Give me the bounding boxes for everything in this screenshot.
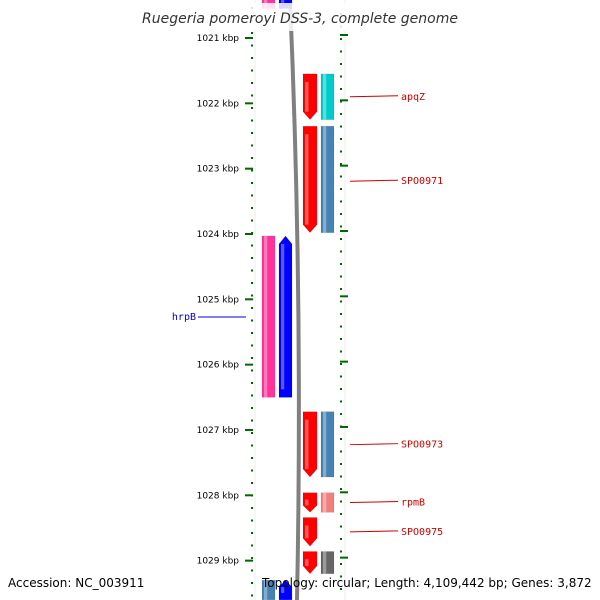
kbp-tick-label: 1023 kbp bbox=[197, 165, 240, 175]
kbp-tick-label: 1029 kbp bbox=[197, 557, 240, 567]
gene-apqz-outer-block bbox=[320, 73, 335, 120]
kbp-tick-label: 1026 kbp bbox=[197, 361, 240, 371]
gene-rpmb-label-line bbox=[349, 500, 399, 503]
gene-rpmb-outer-block-shine bbox=[323, 492, 327, 513]
gene-hrpb-arrow-shine bbox=[281, 243, 285, 390]
gene-unnamed-7-outer-block bbox=[320, 551, 335, 574]
gene-unnamed-8-arrow-shine bbox=[281, 587, 285, 593]
gene-unnamed-7-arrow-shine bbox=[305, 559, 309, 566]
gene-apqz-label: apqZ bbox=[401, 92, 425, 103]
gene-spo0975-arrow bbox=[302, 517, 318, 547]
gene-spo0971-outer-block bbox=[320, 125, 335, 233]
gene-spo0973-outer-block-shine bbox=[323, 411, 327, 478]
page-title: Ruegeria pomeroyi DSS-3, complete genome bbox=[142, 11, 458, 27]
gene-apqz-arrow-shine bbox=[305, 81, 309, 112]
gene-rpmb-label: rpmB bbox=[401, 497, 425, 508]
gene-unnamed-7-outer-block-shine bbox=[323, 551, 327, 574]
accession-text: Accession: NC_003911 bbox=[8, 576, 144, 590]
gene-spo0973-arrow-shine bbox=[305, 419, 309, 470]
gene-spo0975-label: SPO0975 bbox=[401, 527, 443, 538]
kbp-tick-label: 1021 kbp bbox=[197, 34, 240, 44]
gene-spo0971-label-line bbox=[349, 179, 399, 182]
kbp-tick-label: 1025 kbp bbox=[197, 295, 240, 305]
kbp-tick-label: 1024 kbp bbox=[197, 230, 240, 240]
gene-spo0973-outer-block bbox=[320, 411, 335, 478]
gene-spo0975-arrow-shine bbox=[305, 525, 309, 539]
gene-unnamed-0-arrow-shine bbox=[281, 0, 285, 3]
gene-apqz-label-line bbox=[349, 95, 399, 98]
gene-apqz-outer-block-shine bbox=[323, 73, 327, 120]
title-backdrop bbox=[140, 3, 460, 31]
gene-spo0971-arrow-shine bbox=[305, 134, 309, 225]
gene-spo0971-outer-block-shine bbox=[323, 126, 327, 233]
gene-spo0973-label: SPO0973 bbox=[401, 440, 443, 451]
gene-hrpb-label: hrpB bbox=[172, 312, 196, 323]
gene-spo0973-arrow bbox=[302, 411, 318, 478]
gene-hrpb-inner-block bbox=[261, 235, 276, 398]
label-layer: apqZ SPO0971 hrpB SPO0973 rpmB SPO0975 bbox=[172, 92, 443, 538]
gene-apqz-arrow bbox=[302, 73, 318, 121]
kbp-tick-label: 1022 kbp bbox=[197, 99, 240, 109]
gene-hrpb-arrow bbox=[278, 235, 293, 398]
backbone-layer bbox=[288, 0, 301, 600]
kbp-tick-label: 1028 kbp bbox=[197, 491, 240, 501]
gene-spo0971-arrow bbox=[302, 125, 318, 234]
topology-text: Topology: circular; Length: 4,109,442 bp… bbox=[261, 576, 592, 590]
gene-rpmb-arrow bbox=[302, 492, 318, 513]
gene-unnamed-7-arrow bbox=[302, 551, 318, 575]
gene-hrpb-inner-block-shine bbox=[264, 235, 268, 398]
gene-spo0971-label: SPO0971 bbox=[401, 176, 443, 187]
gene-unnamed-8-inner-block-shine bbox=[264, 580, 268, 600]
backbone-arc bbox=[288, 0, 301, 600]
gene-unnamed-8-arrow bbox=[278, 579, 293, 600]
gene-rpmb-arrow-shine bbox=[305, 499, 309, 506]
tick-layer: 1021 kbp 1022 kbp 1023 kbp 1024 kbp 1025 kbp… bbox=[197, 0, 348, 600]
kbp-tick-label: 1027 kbp bbox=[197, 426, 240, 436]
gene-spo0975-label-line bbox=[349, 530, 399, 533]
gene-rpmb-outer-block bbox=[320, 492, 335, 513]
gene-spo0973-label-line bbox=[349, 443, 399, 446]
